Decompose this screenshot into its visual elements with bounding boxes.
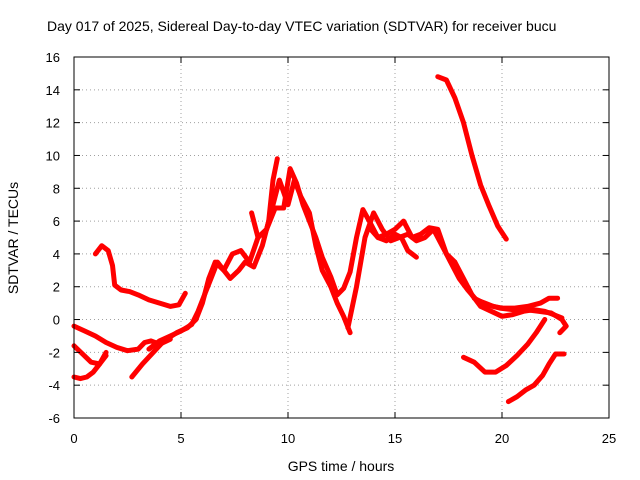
y-tick-label: 12 <box>46 116 60 131</box>
y-tick-label: 0 <box>53 313 60 328</box>
series-arc-3 <box>71 349 109 382</box>
series-arc-4 <box>92 243 188 309</box>
data-traces <box>71 74 569 405</box>
y-tick-label: 10 <box>46 148 60 163</box>
y-tick-label: 6 <box>53 214 60 229</box>
y-axis-label: SDTVAR / TECUs <box>5 182 21 294</box>
series-arc-10 <box>435 74 509 242</box>
series-arc-9 <box>366 225 419 260</box>
x-tick-label: 0 <box>70 431 77 446</box>
series-arc-13 <box>505 351 567 405</box>
x-tick-label: 20 <box>495 431 509 446</box>
x-tick-label: 10 <box>281 431 295 446</box>
y-tick-label: -6 <box>48 411 60 426</box>
axis-ticks: 0 5 10 15 20 25 -6 -4 -2 0 2 4 6 8 10 12 14 16 <box>46 50 617 446</box>
y-tick-label: 2 <box>53 280 60 295</box>
x-tick-label: 25 <box>602 431 616 446</box>
x-axis-label: GPS time / hours <box>288 458 395 474</box>
series-arc-12 <box>471 295 569 336</box>
chart-title: Day 017 of 2025, Sidereal Day-to-day VTE… <box>47 18 556 34</box>
y-tick-label: 8 <box>53 181 60 196</box>
series-arc-11 <box>461 317 548 375</box>
series-arc-1 <box>71 323 173 354</box>
grid-lines <box>74 57 609 418</box>
y-tick-label: 4 <box>53 247 60 262</box>
y-tick-label: -4 <box>48 378 60 393</box>
y-tick-label: 16 <box>46 50 60 65</box>
y-tick-label: -2 <box>48 345 60 360</box>
series-arc-6 <box>146 177 353 352</box>
y-tick-label: 14 <box>46 83 60 98</box>
x-tick-label: 5 <box>177 431 184 446</box>
plot-frame <box>73 56 610 419</box>
x-tick-label: 15 <box>388 431 402 446</box>
